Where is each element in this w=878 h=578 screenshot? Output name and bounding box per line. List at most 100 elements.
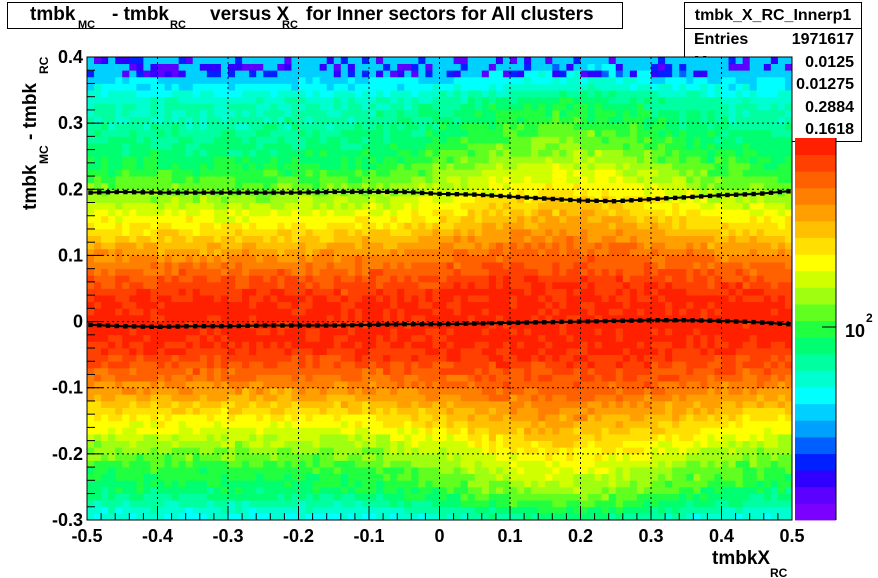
- heatmap-cell: [347, 394, 356, 402]
- heatmap-cell: [277, 341, 285, 349]
- heatmap-cell: [552, 228, 560, 236]
- heatmap-cell: [601, 314, 610, 322]
- heatmap-cell: [552, 189, 560, 197]
- heatmap-cell: [157, 195, 165, 203]
- heatmap-cell: [439, 295, 447, 303]
- heatmap-cell: [651, 427, 659, 435]
- heatmap-cell: [185, 354, 194, 362]
- heatmap-cell: [693, 374, 701, 382]
- heatmap-cell: [235, 195, 243, 203]
- heatmap-cell: [361, 348, 370, 356]
- heatmap-cell: [171, 235, 180, 243]
- heatmap-cell: [502, 209, 511, 217]
- heatmap-cell: [622, 195, 631, 203]
- heatmap-cell: [594, 268, 603, 276]
- heatmap-cell: [136, 321, 144, 329]
- heatmap-cell: [643, 348, 652, 356]
- heatmap-cell: [615, 381, 624, 389]
- heatmap-cell: [686, 222, 694, 230]
- heatmap-cell: [777, 427, 786, 435]
- heatmap-cell: [228, 195, 236, 203]
- heatmap-cell: [418, 215, 426, 223]
- heatmap-cell: [636, 301, 645, 309]
- heatmap-cell: [390, 262, 398, 270]
- heatmap-cell: [333, 255, 342, 263]
- heatmap-cell: [672, 308, 680, 316]
- heatmap-cell: [777, 394, 786, 402]
- heatmap-cell: [199, 228, 208, 236]
- heatmap-cell: [157, 268, 165, 276]
- heatmap-cell: [263, 328, 271, 336]
- heatmap-cell: [721, 314, 729, 322]
- heatmap-cell: [495, 367, 504, 375]
- heatmap-cell: [404, 460, 412, 468]
- heatmap-cell: [453, 242, 462, 250]
- heatmap-cell: [312, 288, 321, 296]
- heatmap-cell: [481, 334, 490, 342]
- heatmap-cell: [383, 288, 391, 296]
- heatmap-cell: [291, 202, 299, 210]
- heatmap-cell: [721, 262, 729, 270]
- heatmap-cell: [242, 209, 250, 217]
- heatmap-cell: [136, 374, 144, 382]
- heatmap-cell: [517, 328, 525, 336]
- heatmap-cell: [157, 202, 165, 210]
- heatmap-cell: [559, 387, 567, 395]
- heatmap-cell: [439, 288, 447, 296]
- heatmap-cell: [178, 381, 187, 389]
- heatmap-cell: [122, 222, 130, 230]
- heatmap-cell: [340, 400, 349, 408]
- heatmap-cell: [383, 460, 391, 468]
- heatmap-cell: [157, 374, 165, 382]
- heatmap-cell: [235, 434, 243, 442]
- heatmap-cell: [693, 281, 701, 289]
- heatmap-cell: [559, 268, 567, 276]
- heatmap-cell: [672, 387, 680, 395]
- heatmap-cell: [228, 301, 236, 309]
- heatmap-cell: [686, 321, 694, 329]
- heatmap-cell: [256, 341, 264, 349]
- heatmap-cell: [700, 228, 708, 236]
- heatmap-cell: [608, 222, 617, 230]
- heatmap-cell: [326, 222, 335, 230]
- heatmap-cell: [524, 367, 532, 375]
- heatmap-cell: [665, 195, 673, 203]
- heatmap-cell: [545, 500, 553, 508]
- heatmap-cell: [608, 427, 617, 435]
- heatmap-cell: [552, 460, 560, 468]
- heatmap-cell: [404, 281, 412, 289]
- heatmap-cell: [756, 248, 765, 256]
- heatmap-cell: [742, 222, 751, 230]
- heatmap-cell: [495, 354, 504, 362]
- heatmap-cell: [305, 374, 313, 382]
- heatmap-cell: [763, 314, 772, 322]
- heatmap-cell: [629, 367, 638, 375]
- heatmap-cell: [615, 486, 624, 494]
- heatmap-cell: [756, 407, 765, 415]
- heatmap-cell: [510, 228, 518, 236]
- heatmap-cell: [432, 427, 440, 435]
- heatmap-cell: [728, 513, 736, 521]
- heatmap-cell: [270, 255, 278, 263]
- heatmap-cell: [213, 427, 222, 435]
- heatmap-cell: [488, 453, 497, 461]
- heatmap-cell: [629, 242, 638, 250]
- heatmap-cell: [495, 288, 504, 296]
- heatmap-cell: [446, 248, 454, 256]
- heatmap-cell: [608, 268, 617, 276]
- heatmap-cell: [594, 414, 603, 422]
- heatmap-cell: [361, 367, 370, 375]
- heatmap-cell: [686, 381, 694, 389]
- heatmap-cell: [453, 513, 462, 521]
- heatmap-cell: [545, 480, 553, 488]
- heatmap-cell: [756, 513, 765, 521]
- heatmap-cell: [101, 354, 109, 362]
- heatmap-cell: [383, 387, 391, 395]
- heatmap-cell: [573, 334, 581, 342]
- heatmap-cell: [136, 255, 144, 263]
- heatmap-cell: [777, 301, 786, 309]
- heatmap-cell: [756, 480, 765, 488]
- heatmap-cell: [122, 506, 130, 514]
- heatmap-cell: [432, 500, 440, 508]
- heatmap-cell: [502, 453, 511, 461]
